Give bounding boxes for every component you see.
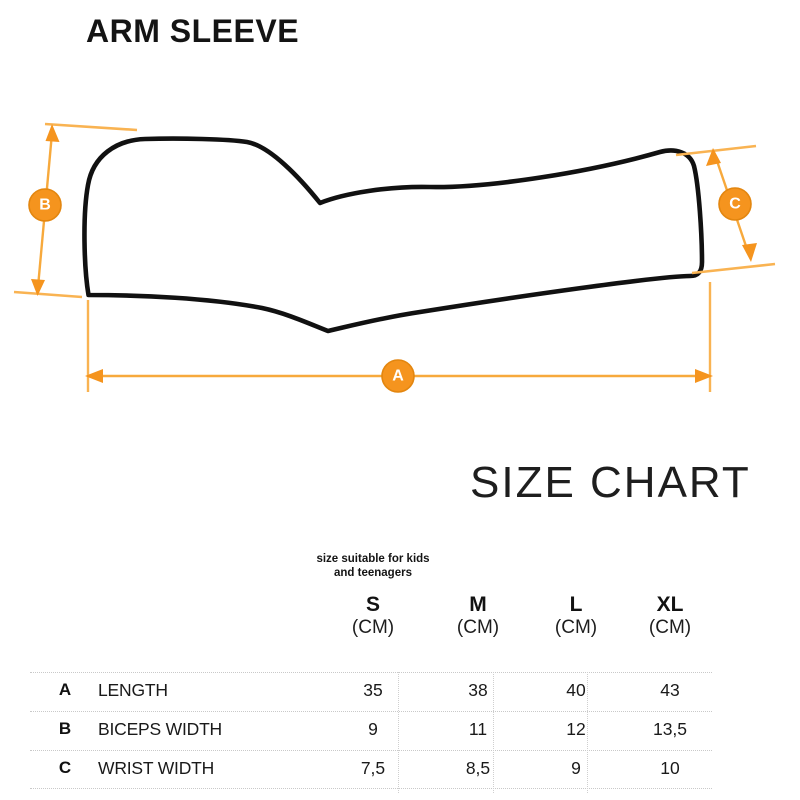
kids-sizing-note-line1: size suitable for kids bbox=[316, 553, 430, 565]
table-column-divider-2 bbox=[493, 672, 494, 793]
c-arrow-top bbox=[706, 148, 721, 166]
cell-biceps-s: 9 bbox=[368, 719, 378, 739]
cell-biceps-l: 12 bbox=[566, 719, 586, 739]
size-chart-table: size suitable for kids and teenagers S (… bbox=[30, 548, 712, 793]
a-arrow-right bbox=[695, 369, 713, 383]
b-extension-top bbox=[44, 122, 138, 132]
column-header-s-size: S bbox=[365, 593, 380, 616]
c-marker-ring bbox=[718, 187, 752, 221]
a-arrow-left bbox=[85, 369, 103, 383]
column-header-xl-size: XL bbox=[656, 593, 684, 616]
row-key-c: C bbox=[58, 758, 72, 777]
b-arrow-top bbox=[45, 124, 60, 142]
cell-biceps-m: 11 bbox=[468, 719, 488, 739]
row-key-b: B bbox=[58, 719, 72, 738]
b-extension-bottom bbox=[13, 290, 83, 299]
table-column-divider-3 bbox=[587, 672, 588, 793]
sleeve-outline bbox=[82, 136, 705, 334]
cell-length-xl: 43 bbox=[660, 680, 680, 700]
row-label-biceps-width: BICEPS WIDTH bbox=[98, 719, 222, 739]
page-title: ARM SLEEVE bbox=[86, 13, 300, 49]
column-header-l-size: L bbox=[569, 593, 583, 616]
size-chart-heading: SIZE CHART bbox=[470, 458, 751, 507]
table-column-divider-1 bbox=[398, 672, 399, 793]
cell-biceps-xl: 13,5 bbox=[652, 719, 688, 739]
cell-wrist-xl: 10 bbox=[660, 758, 680, 778]
table-rule-1 bbox=[30, 711, 712, 712]
b-marker-ring bbox=[28, 188, 62, 222]
table-row: A LENGTH 35 38 40 43 bbox=[30, 672, 712, 711]
column-header-l-unit: (CM) bbox=[554, 617, 598, 639]
row-label-length: LENGTH bbox=[98, 680, 168, 700]
cell-length-m: 38 bbox=[468, 680, 488, 700]
table-row: C WRIST WIDTH 7,5 8,5 9 10 bbox=[30, 750, 712, 789]
c-marker-label: C bbox=[729, 196, 741, 213]
a-marker-label: A bbox=[392, 368, 404, 385]
column-header-xl: XL (CM) bbox=[622, 593, 718, 640]
b-marker-circle bbox=[29, 189, 61, 221]
c-extension-bottom bbox=[691, 262, 776, 275]
dimension-c: C bbox=[675, 144, 776, 275]
cell-wrist-s: 7,5 bbox=[360, 758, 386, 778]
column-header-s-unit: (CM) bbox=[351, 617, 395, 639]
row-key-a: A bbox=[58, 680, 72, 699]
table-rule-bottom bbox=[30, 788, 712, 789]
column-header-s: S (CM) bbox=[325, 593, 421, 640]
cell-wrist-l: 9 bbox=[571, 758, 581, 778]
cell-wrist-m: 8,5 bbox=[465, 758, 491, 778]
a-marker-ring bbox=[381, 359, 415, 393]
dimension-a: A bbox=[85, 282, 713, 393]
c-extension-top bbox=[675, 144, 757, 157]
b-marker-label: B bbox=[39, 197, 51, 214]
column-header-m-size: M bbox=[469, 593, 487, 616]
column-header-m: M (CM) bbox=[430, 593, 526, 640]
b-arrow-bottom bbox=[31, 279, 45, 296]
kids-sizing-note: size suitable for kids and teenagers bbox=[308, 552, 438, 581]
column-header-xl-unit: (CM) bbox=[648, 617, 692, 639]
table-rule-top bbox=[30, 672, 712, 673]
cell-length-l: 40 bbox=[566, 680, 586, 700]
kids-sizing-note-line2: and teenagers bbox=[334, 567, 412, 580]
column-header-m-unit: (CM) bbox=[456, 617, 500, 639]
table-rule-2 bbox=[30, 750, 712, 751]
table-row: B BICEPS WIDTH 9 11 12 13,5 bbox=[30, 711, 712, 750]
row-label-wrist-width: WRIST WIDTH bbox=[98, 758, 215, 778]
a-marker-circle bbox=[382, 360, 414, 392]
arm-sleeve-illustration: B C A bbox=[13, 122, 776, 393]
cell-length-s: 35 bbox=[363, 680, 383, 700]
c-arrow-bottom bbox=[742, 243, 757, 262]
dimension-b: B bbox=[13, 122, 138, 299]
column-header-l: L (CM) bbox=[528, 593, 624, 640]
c-marker-circle bbox=[719, 188, 751, 220]
